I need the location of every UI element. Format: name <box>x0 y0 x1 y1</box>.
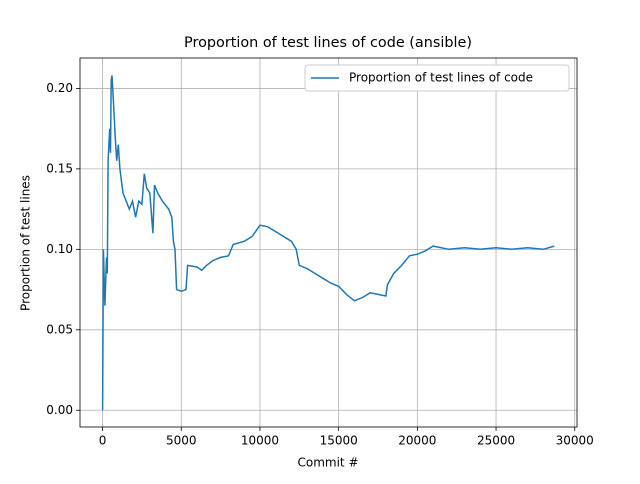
y-tick-label: 0.20 <box>46 81 73 95</box>
x-tick-label: 25000 <box>477 434 515 448</box>
plot-frame <box>79 57 578 428</box>
chart-title: Proportion of test lines of code (ansibl… <box>184 35 472 51</box>
data-line <box>101 75 555 411</box>
x-tick-label: 15000 <box>320 434 358 448</box>
legend-label: Proportion of test lines of code <box>349 71 533 85</box>
x-tick-label: 0 <box>99 434 107 448</box>
y-axis-label: Proportion of test lines <box>19 175 33 311</box>
x-axis-label: Commit # <box>297 456 358 470</box>
y-tick-label: 0.15 <box>46 161 73 175</box>
y-tick-label: 0.05 <box>46 322 73 336</box>
x-tick-label: 30000 <box>556 434 594 448</box>
x-tick-label: 5000 <box>166 434 197 448</box>
x-tick-label: 20000 <box>398 434 436 448</box>
x-tick-label: 10000 <box>241 434 279 448</box>
y-tick-label: 0.10 <box>46 242 73 256</box>
y-tick-label: 0.00 <box>46 403 73 417</box>
legend-box <box>304 64 570 92</box>
